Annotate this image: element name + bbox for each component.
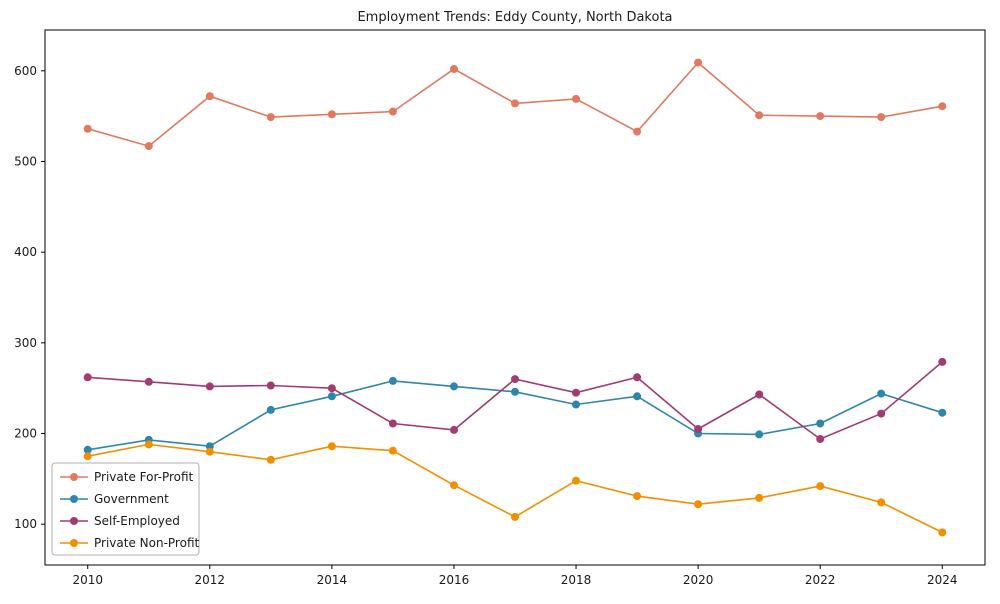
legend-marker — [70, 473, 78, 481]
data-point-marker-private-for-profit — [633, 127, 642, 136]
data-point-marker-self-employed — [816, 435, 825, 443]
data-point-marker-self-employed — [83, 373, 92, 382]
data-point-marker-government — [266, 405, 275, 414]
data-point-marker-self-employed — [938, 357, 947, 366]
data-point-marker-private-non-profit — [83, 452, 92, 461]
data-point-marker-government — [205, 442, 214, 451]
data-point-marker-private-for-profit — [694, 58, 703, 67]
data-point-marker-government — [877, 389, 886, 398]
data-point-marker-private-non-profit — [633, 492, 642, 501]
x-tick-label: 2012 — [195, 573, 226, 587]
y-tick-label: 500 — [14, 154, 37, 168]
data-point-marker-private-for-profit — [266, 113, 275, 122]
data-point-marker-private-non-profit — [694, 500, 703, 509]
data-point-marker-government — [938, 408, 947, 417]
data-point-marker-private-for-profit — [327, 110, 336, 119]
data-point-marker-private-for-profit — [816, 112, 825, 121]
x-tick-label: 2022 — [805, 573, 836, 587]
legend-label-self-employed: Self-Employed — [94, 514, 180, 528]
data-point-marker-private-non-profit — [205, 447, 214, 456]
x-tick-label: 2020 — [683, 573, 714, 587]
data-point-marker-private-non-profit — [144, 440, 153, 449]
x-tick-label: 2016 — [439, 573, 470, 587]
data-point-marker-government — [388, 376, 397, 385]
data-point-marker-private-non-profit — [266, 455, 275, 464]
x-tick-label: 2018 — [561, 573, 592, 587]
data-point-marker-government — [633, 392, 642, 401]
data-point-marker-self-employed — [755, 390, 764, 399]
data-point-marker-self-employed — [572, 388, 580, 397]
data-point-marker-private-for-profit — [83, 124, 92, 133]
data-point-marker-private-for-profit — [205, 92, 214, 101]
data-point-marker-private-for-profit — [144, 142, 153, 151]
data-point-marker-private-non-profit — [755, 493, 764, 502]
data-point-marker-private-non-profit — [450, 481, 458, 490]
data-point-marker-private-for-profit — [877, 113, 886, 122]
data-point-marker-private-for-profit — [572, 94, 580, 103]
x-tick-label: 2010 — [72, 573, 103, 587]
data-point-marker-government — [572, 400, 580, 409]
y-tick-label: 300 — [14, 336, 37, 350]
data-point-marker-private-non-profit — [572, 476, 580, 485]
data-point-marker-self-employed — [877, 409, 886, 418]
legend-marker — [70, 517, 78, 525]
data-point-marker-private-non-profit — [816, 482, 825, 491]
legend-label-private-for-profit: Private For-Profit — [94, 470, 194, 484]
chart-title: Employment Trends: Eddy County, North Da… — [357, 10, 672, 25]
data-point-marker-self-employed — [144, 377, 153, 386]
data-point-marker-private-non-profit — [877, 498, 886, 507]
series-line-self-employed — [87, 361, 943, 440]
data-point-marker-government — [327, 392, 336, 401]
data-point-marker-self-employed — [205, 382, 214, 391]
data-point-marker-private-for-profit — [755, 111, 764, 120]
data-point-marker-self-employed — [694, 425, 703, 433]
data-point-marker-private-non-profit — [327, 442, 336, 451]
data-point-marker-government — [816, 419, 825, 428]
y-tick-label: 200 — [14, 427, 37, 441]
legend-marker — [70, 495, 78, 503]
data-point-marker-self-employed — [327, 384, 336, 393]
legend-label-government: Government — [94, 492, 169, 506]
legend-marker — [70, 539, 78, 547]
data-point-marker-government — [755, 430, 764, 439]
plot-border — [44, 29, 986, 566]
data-point-marker-private-non-profit — [511, 512, 519, 521]
data-point-marker-self-employed — [266, 381, 275, 390]
y-tick-label: 100 — [14, 517, 37, 531]
data-point-marker-government — [83, 445, 92, 454]
data-point-marker-government — [450, 382, 458, 391]
data-point-marker-private-non-profit — [388, 446, 397, 455]
data-point-marker-private-non-profit — [938, 528, 947, 537]
x-tick-label: 2024 — [927, 573, 958, 587]
data-point-marker-private-for-profit — [938, 102, 947, 111]
data-point-marker-self-employed — [450, 425, 458, 434]
data-point-marker-private-for-profit — [511, 99, 519, 108]
data-point-marker-self-employed — [388, 419, 397, 428]
data-point-marker-self-employed — [633, 373, 642, 382]
legend-box — [51, 462, 200, 556]
data-point-marker-government — [511, 387, 519, 396]
x-tick-label: 2014 — [317, 573, 348, 587]
data-point-marker-private-for-profit — [450, 65, 458, 73]
y-tick-label: 600 — [14, 64, 37, 78]
data-point-marker-self-employed — [511, 375, 519, 384]
legend-label-private-non-profit: Private Non-Profit — [94, 536, 200, 550]
y-tick-label: 400 — [14, 245, 37, 259]
data-point-marker-private-for-profit — [388, 107, 397, 116]
